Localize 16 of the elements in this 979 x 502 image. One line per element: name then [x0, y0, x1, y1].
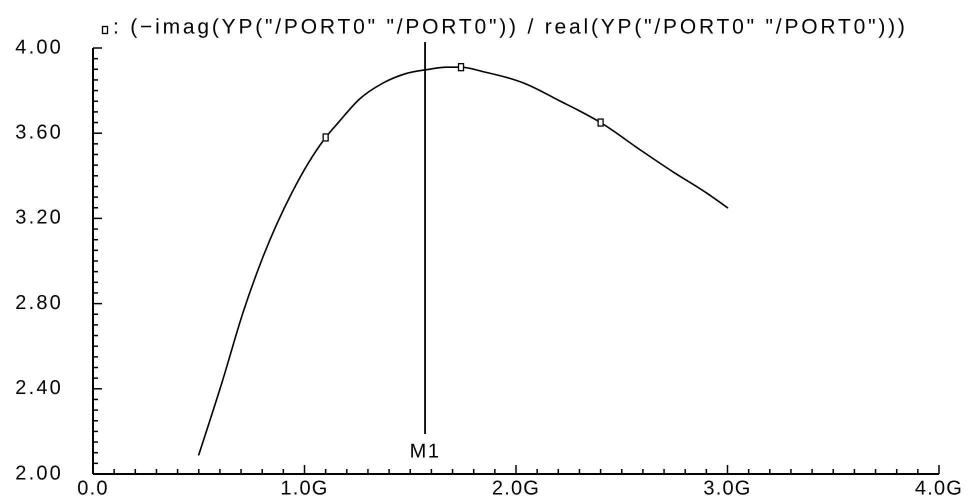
- point: [458, 63, 464, 72]
- y-tick-label: 3.20: [15, 206, 63, 229]
- point: [597, 118, 604, 127]
- y-tick-label: 4.00: [15, 36, 63, 58]
- x-tick-label: 0.0: [77, 477, 109, 500]
- point: [322, 133, 329, 142]
- y-tick-label: 3.60: [15, 121, 63, 144]
- x-tick-label: 2.0G: [492, 477, 540, 500]
- y-tick-label: 2.80: [15, 292, 63, 314]
- legend-label: : (−imag(YP("/PORT0" "/PORT0")) / real(YP("/PORT0" "/PORT0"))): [113, 16, 908, 39]
- ref-line-label: M1: [410, 440, 440, 462]
- x-tick-label: 4.0G: [914, 477, 964, 500]
- y-tick-label: 2.00: [15, 462, 63, 484]
- y-tick-label: 2.40: [15, 377, 63, 400]
- x-tick-label: 1.0G: [280, 477, 329, 500]
- x-tick-label: 3.0G: [703, 477, 752, 500]
